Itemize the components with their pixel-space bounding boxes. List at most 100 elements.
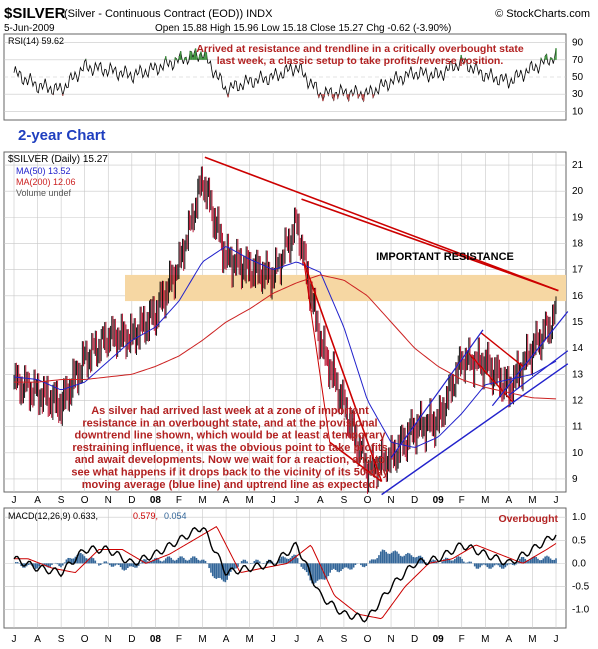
month-tick-22: M: [528, 634, 536, 645]
flag-line-1: [480, 331, 524, 368]
price-tick-20: 20: [572, 186, 584, 197]
price-tick-11: 11: [572, 422, 583, 433]
commentary-line-3: restraining influence, it was the obviou…: [72, 442, 387, 454]
month-tick-10: M: [245, 495, 253, 506]
month-tick-4: N: [105, 495, 112, 506]
month-tick-1: A: [34, 495, 41, 506]
month-tick-15: O: [364, 634, 372, 645]
rsi-note-line1: Arrived at resistance and trendline in a…: [196, 43, 524, 55]
month-tick-2: S: [58, 495, 65, 506]
month-tick-14: S: [341, 634, 348, 645]
macd-label-prefix: MACD(12,26,9) 0.633,: [8, 511, 98, 521]
month-tick-23: J: [554, 495, 559, 506]
legend-main: $SILVER (Daily) 15.27: [8, 154, 108, 165]
month-tick-23: J: [554, 634, 559, 645]
commentary-line-0: As silver had arrived last week at a zon…: [91, 405, 369, 417]
month-tick-16: N: [387, 495, 394, 506]
commentary-block: As silver had arrived last week at a zon…: [71, 405, 389, 491]
month-tick-9: A: [223, 634, 230, 645]
price-tick-16: 16: [572, 291, 584, 302]
legend-ma50: MA(50) 13.52: [16, 166, 71, 176]
month-tick-8: M: [198, 634, 206, 645]
resistance-band: [125, 274, 566, 302]
uptrend-line-1: [381, 363, 569, 496]
month-tick-18: 09: [433, 634, 445, 645]
downtrend-line-2: [301, 198, 559, 292]
macd-tick-0.5: 0.5: [572, 535, 586, 546]
macd-tick--0.5: -0.5: [572, 581, 590, 592]
rsi-tick-10: 10: [572, 106, 584, 117]
symbol-title: $SILVER: [4, 5, 66, 22]
flag-line-2: [468, 352, 515, 404]
month-tick-22: M: [528, 495, 536, 506]
commentary-line-5: see what happens if it drops back to the…: [71, 467, 389, 479]
month-tick-11: J: [271, 634, 276, 645]
month-tick-7: F: [176, 634, 182, 645]
resistance-label: IMPORTANT RESISTANCE: [376, 251, 514, 263]
rsi-label: RSI(14) 59.62: [8, 36, 64, 46]
month-tick-9: A: [223, 495, 230, 506]
ma50-line: [13, 246, 557, 448]
price-tick-13: 13: [572, 369, 584, 380]
rsi-tick-90: 90: [572, 38, 584, 49]
macd-tick--1.0: -1.0: [572, 605, 590, 616]
price-tick-19: 19: [572, 212, 584, 223]
uptrend-line-3: [491, 311, 569, 407]
month-tick-0: J: [12, 634, 17, 645]
ma200-line: [14, 274, 557, 400]
crash-line-3: [303, 261, 331, 443]
month-tick-17: D: [411, 495, 418, 506]
ohlc-label: Open 15.88 High 15.96 Low 15.18 Close 15…: [155, 23, 451, 34]
month-tick-7: F: [176, 495, 182, 506]
month-tick-6: 08: [150, 634, 162, 645]
crash-line-2: [329, 441, 383, 483]
month-tick-10: M: [245, 634, 253, 645]
macd-label-signal: 0.579,: [133, 511, 158, 521]
month-tick-12: J: [294, 495, 299, 506]
macd-line: [13, 526, 557, 623]
date-label: 5-Jun-2009: [4, 23, 55, 34]
month-tick-21: A: [506, 495, 513, 506]
price-tick-14: 14: [572, 343, 584, 354]
price-tick-9: 9: [572, 474, 578, 485]
symbol-name: (Silver - Continuous Contract (EOD)) IND…: [64, 8, 273, 20]
month-tick-15: O: [364, 495, 372, 506]
macd-panel: [3, 507, 567, 629]
month-tick-18: 09: [433, 495, 445, 506]
commentary-line-1: resistance in an overbought state, and a…: [82, 417, 377, 429]
rsi-tick-70: 70: [572, 55, 584, 66]
month-tick-20: M: [481, 495, 489, 506]
uptrend-line-4: [508, 350, 569, 396]
month-tick-5: D: [128, 634, 135, 645]
downtrend-line: [204, 156, 559, 292]
price-tick-15: 15: [572, 317, 584, 328]
macd-overbought-note: Overbought: [499, 513, 559, 525]
month-tick-21: A: [506, 634, 513, 645]
month-tick-19: F: [459, 495, 465, 506]
month-tick-1: A: [34, 634, 41, 645]
month-tick-2: S: [58, 634, 65, 645]
month-tick-12: J: [294, 634, 299, 645]
rsi-tick-30: 30: [572, 89, 584, 100]
month-tick-14: S: [341, 495, 348, 506]
month-tick-17: D: [411, 634, 418, 645]
month-tick-13: A: [317, 634, 324, 645]
price-tick-18: 18: [572, 239, 584, 250]
month-tick-19: F: [459, 634, 465, 645]
macd-signal-line: [14, 525, 557, 620]
month-tick-20: M: [481, 634, 489, 645]
month-tick-13: A: [317, 495, 324, 506]
price-tick-17: 17: [572, 265, 584, 276]
commentary-line-2: downtrend line shown, which would be at …: [74, 430, 386, 442]
macd-tick-1.0: 1.0: [572, 512, 586, 523]
rsi-tick-50: 50: [572, 72, 584, 83]
macd-label-hist: 0.054: [164, 511, 187, 521]
crash-line-1: [303, 261, 383, 482]
commentary-line-6: moving average (blue line) and uptrend l…: [82, 479, 378, 491]
month-tick-3: O: [81, 495, 89, 506]
uptrend-line-2: [390, 329, 484, 459]
price-tick-12: 12: [572, 395, 584, 406]
month-tick-4: N: [105, 634, 112, 645]
month-tick-6: 08: [150, 495, 162, 506]
